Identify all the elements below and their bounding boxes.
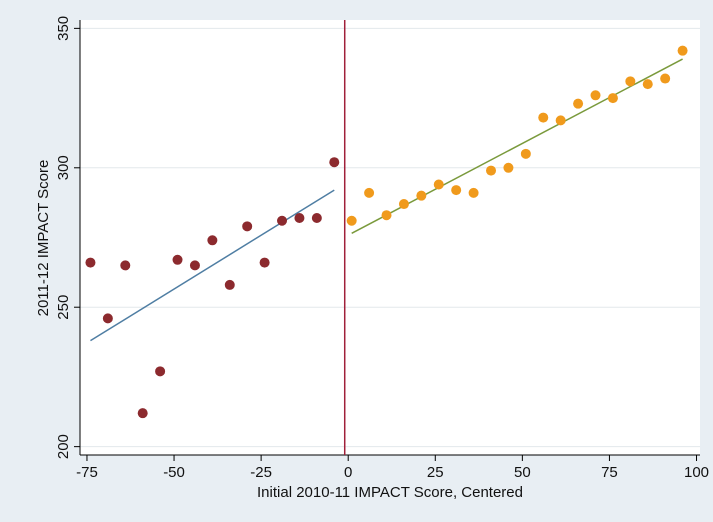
x-tick-label-7: 100 [684,464,709,481]
y-tick-label-0: 200 [55,434,72,459]
point-s1-16 [625,76,636,87]
y-tick-label-1: 250 [55,295,72,320]
point-s0-5 [172,254,183,265]
x-tick-label-4: 25 [427,464,444,481]
point-s0-3 [137,408,148,419]
y-tick-label-2: 300 [55,155,72,180]
point-s1-9 [503,162,514,173]
grid [80,27,700,448]
point-s1-4 [416,190,427,201]
point-s1-3 [398,199,409,210]
point-s0-1 [102,313,113,324]
point-s0-4 [155,366,166,377]
point-s1-12 [555,115,566,126]
y-axis-title: 2011-12 IMPACT Score [35,160,52,317]
x-ticks: -75 -50 -25 0 25 50 75 100 [76,455,709,481]
point-s0-8 [224,279,235,290]
plot-area [80,20,700,455]
point-s1-8 [486,165,497,176]
x-axis-title: Initial 2010-11 IMPACT Score, Centered [257,484,523,501]
point-s1-14 [590,90,601,101]
y-ticks: 200 250 300 350 [55,16,80,459]
point-s0-2 [120,260,131,271]
point-s1-1 [364,187,375,198]
point-s0-13 [311,212,322,223]
point-s1-13 [573,98,584,109]
point-s0-10 [259,257,270,268]
point-s0-12 [294,212,305,223]
point-s1-5 [433,179,444,190]
point-s0-6 [189,260,200,271]
point-s1-19 [677,45,688,56]
point-s1-6 [451,185,462,196]
x-tick-label-2: -25 [250,464,272,481]
x-tick-label-5: 50 [514,464,531,481]
point-s0-0 [85,257,96,268]
point-s0-7 [207,235,218,246]
data-points [85,45,688,419]
point-s1-10 [520,148,531,159]
x-tick-label-6: 75 [601,464,618,481]
point-s1-18 [660,73,671,84]
point-s0-11 [277,215,288,226]
x-tick-label-3: 0 [344,464,352,481]
point-s0-14 [329,157,340,168]
x-tick-label-0: -75 [76,464,98,481]
point-s1-2 [381,210,392,221]
fit-line-0 [90,189,335,342]
x-tick-label-1: -50 [163,464,185,481]
y-tick-label-3: 350 [55,16,72,41]
point-s1-15 [607,93,618,104]
point-s1-7 [468,187,479,198]
point-s1-0 [346,215,357,226]
point-s0-9 [242,221,253,232]
point-s1-11 [538,112,549,123]
axes [79,20,700,456]
point-s1-17 [642,79,653,90]
